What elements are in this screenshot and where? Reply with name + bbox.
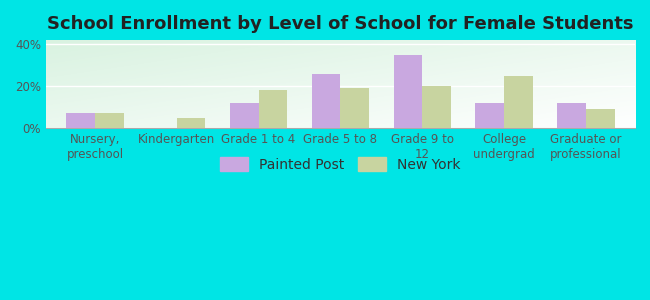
Bar: [586, 109, 614, 128]
Bar: [557, 103, 586, 128]
Legend: Painted Post, New York: Painted Post, New York: [220, 157, 461, 172]
Bar: [504, 76, 533, 128]
Bar: [66, 113, 95, 128]
Bar: [394, 55, 422, 128]
Bar: [95, 113, 124, 128]
Bar: [230, 103, 259, 128]
Bar: [422, 86, 451, 128]
Bar: [259, 90, 287, 128]
Title: School Enrollment by Level of School for Female Students: School Enrollment by Level of School for…: [47, 15, 634, 33]
Bar: [341, 88, 369, 128]
Bar: [177, 118, 205, 128]
Bar: [475, 103, 504, 128]
Bar: [312, 74, 341, 128]
